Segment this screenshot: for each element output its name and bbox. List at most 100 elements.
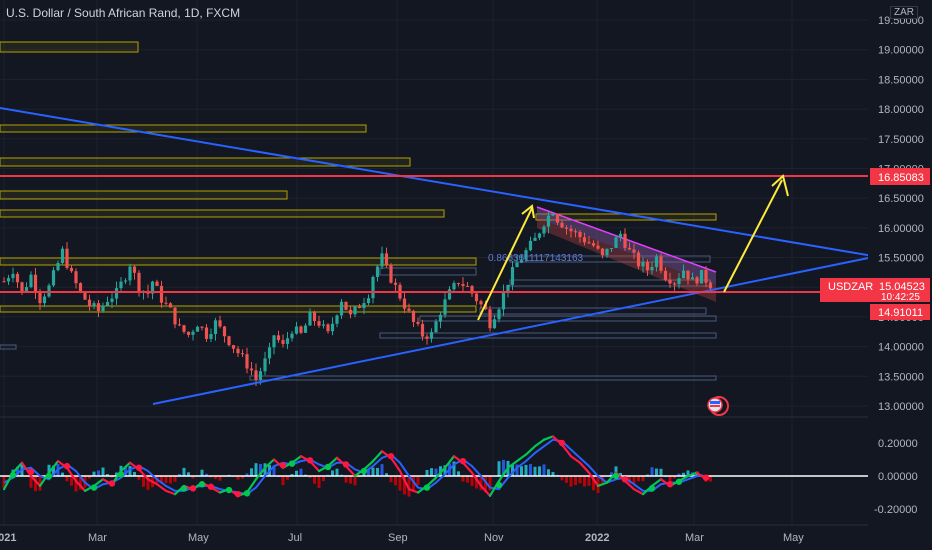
oscillator-main-line <box>263 458 276 469</box>
arrow-head-2 <box>771 174 789 197</box>
candle-body <box>339 301 344 316</box>
crossover-dot <box>621 476 629 483</box>
crossover-dot <box>27 468 35 476</box>
candle-body <box>33 274 38 293</box>
osc-histogram-bar <box>299 468 303 476</box>
candle-body <box>690 277 695 280</box>
candle-body <box>60 248 65 263</box>
candle-body <box>254 370 258 380</box>
candle-body <box>177 324 182 326</box>
price-axis[interactable] <box>868 0 932 525</box>
osc-histogram-bar <box>628 476 631 484</box>
candle-body <box>321 324 326 326</box>
candle-body <box>447 289 452 300</box>
candle-body <box>672 283 677 285</box>
price-tick-label: 16.00000 <box>878 223 924 235</box>
zone-box <box>0 209 445 218</box>
osc-histogram-bar <box>578 476 582 484</box>
candle-body <box>65 248 69 268</box>
candle-body <box>74 271 78 284</box>
candle-body <box>699 270 704 284</box>
osc-histogram-bar <box>484 476 487 493</box>
candle-body <box>650 267 654 271</box>
zone-box <box>0 305 477 313</box>
candle-body <box>510 267 515 285</box>
descending-trendline[interactable] <box>0 107 932 267</box>
candle-body <box>506 284 510 292</box>
range-box <box>0 344 17 350</box>
candle-body <box>348 309 353 315</box>
candle-body <box>186 331 191 335</box>
candle-body <box>249 368 254 371</box>
osc-histogram-bar <box>74 476 78 492</box>
arrow-up-1[interactable] <box>477 207 533 321</box>
osc-histogram-bar <box>236 476 240 480</box>
candle-body <box>681 270 686 279</box>
candle-body <box>78 283 83 292</box>
candle-body <box>240 353 245 355</box>
osc-histogram-bar <box>677 473 681 476</box>
candle-body <box>704 270 708 283</box>
osc-histogram-bar <box>583 476 586 487</box>
osc-histogram-bar <box>457 471 460 476</box>
osc-histogram-bar <box>425 470 429 476</box>
candle-body <box>515 262 519 268</box>
arrow-head-1 <box>521 204 535 219</box>
candle-body <box>168 303 173 308</box>
candle-body <box>663 270 668 280</box>
candle-body <box>470 286 474 294</box>
candle-body <box>6 278 11 282</box>
candle-body <box>344 301 348 310</box>
oscillator-main-line <box>623 479 636 491</box>
oscillator-main-line <box>119 461 132 473</box>
time-tick-label: 2022 <box>585 532 609 544</box>
candle-body <box>497 309 501 320</box>
candle-body <box>114 288 119 299</box>
crossover-dot <box>243 490 251 497</box>
oscillator-signal-line <box>3 438 706 496</box>
candle-body <box>434 321 438 333</box>
osc-histogram-bar <box>398 476 402 491</box>
osc-histogram-bar <box>619 472 622 476</box>
candle-body <box>209 334 213 339</box>
candle-body <box>96 303 101 312</box>
osc-histogram-bar <box>146 476 150 490</box>
candle-body <box>213 320 218 335</box>
osc-histogram-bar <box>641 476 645 482</box>
candle-body <box>618 233 623 238</box>
candle-body <box>366 298 371 304</box>
candles <box>2 211 713 387</box>
osc-histogram-bar <box>394 476 397 486</box>
candle-body <box>627 247 632 250</box>
osc-histogram-bar <box>407 476 411 497</box>
oscillator-main-line <box>74 479 87 492</box>
osc-histogram-bar <box>709 476 712 482</box>
osc-histogram-bar <box>160 476 163 483</box>
range-box <box>379 332 717 339</box>
event-flag-icon[interactable] <box>707 396 729 416</box>
currency-label[interactable]: ZAR <box>890 6 918 19</box>
candle-body <box>276 335 281 341</box>
bar-countdown: 10:42:25 <box>881 292 920 303</box>
osc-histogram-bar <box>592 476 595 491</box>
ascending-trendline[interactable] <box>152 244 932 405</box>
candle-body <box>317 321 321 326</box>
osc-histogram-bar <box>529 464 532 476</box>
oscillator-main-line <box>470 471 483 487</box>
crossover-dot <box>225 486 233 494</box>
osc-histogram-bar <box>295 470 298 476</box>
supply-demand-zones <box>0 41 717 313</box>
arrow-up-2[interactable] <box>723 179 783 293</box>
chart-title[interactable]: U.S. Dollar / South African Rand, 1D, FX… <box>6 6 241 20</box>
candle-body <box>555 214 560 223</box>
oscillator-lines <box>2 435 710 498</box>
osc-histogram-bar <box>209 476 213 478</box>
osc-histogram-bar <box>263 463 267 476</box>
osc-histogram-bar <box>475 476 478 489</box>
projection-arrows <box>477 174 789 321</box>
candle-body <box>564 227 569 229</box>
osc-histogram-bar <box>97 470 100 476</box>
time-axis[interactable] <box>0 525 932 550</box>
